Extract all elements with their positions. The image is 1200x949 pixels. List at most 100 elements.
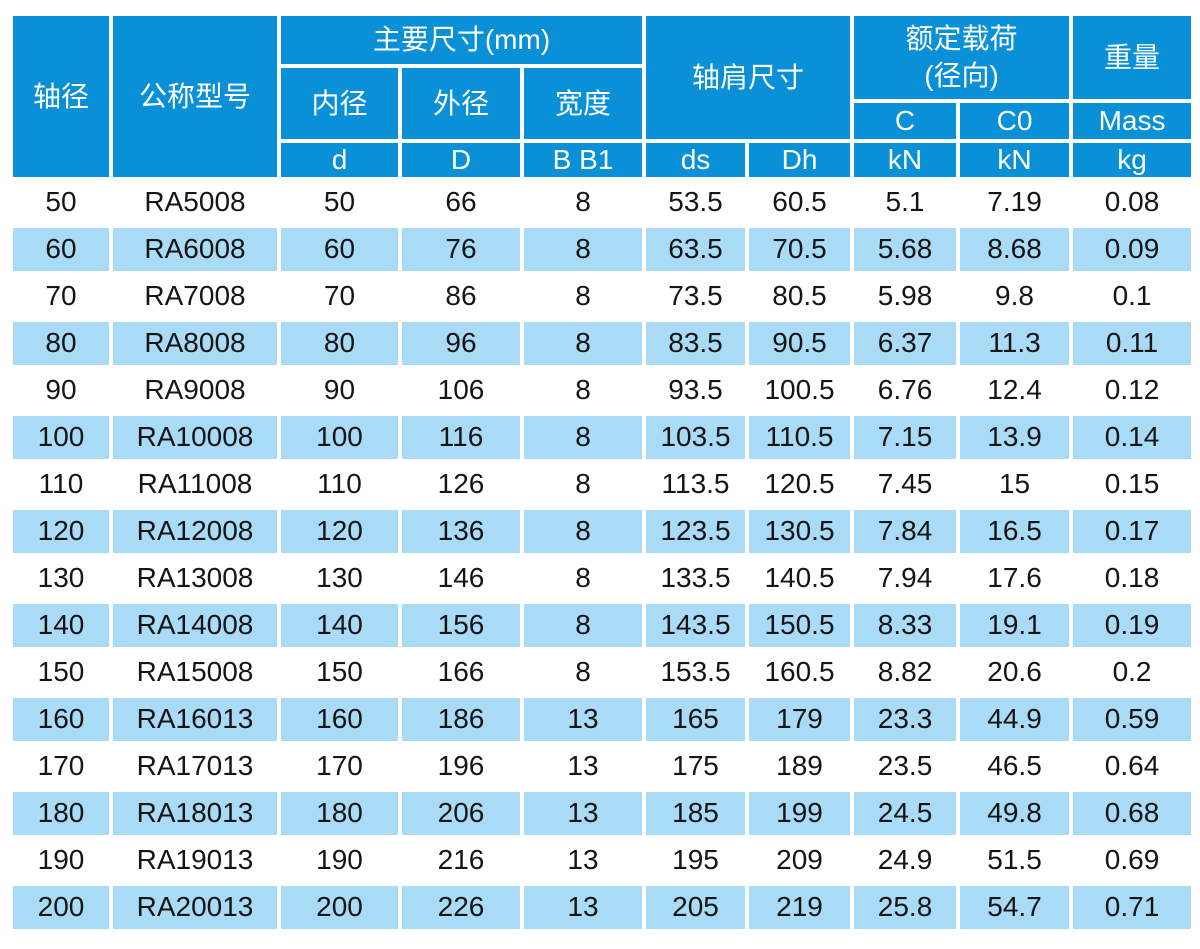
- cell-Dh: 150.5: [744, 599, 855, 651]
- header-kg: kg: [1069, 139, 1196, 181]
- cell-shaft-diameter: 180: [9, 787, 113, 839]
- table-row: 60 RA6008 60 76 8 63.5 70.5 5.68 8.68 0.09: [9, 223, 1196, 275]
- cell-d: 200: [277, 881, 402, 933]
- cell-d: 150: [277, 646, 402, 698]
- cell-D: 126: [398, 458, 524, 510]
- cell-model: RA19013: [109, 834, 281, 886]
- table-row: 120 RA12008 120 136 8 123.5 130.5 7.84 16.5 0.17: [9, 505, 1196, 557]
- cell-C-kN: 7.15: [850, 411, 961, 463]
- cell-B-B1: 8: [520, 552, 646, 604]
- cell-B-B1: 8: [520, 364, 646, 416]
- cell-model: RA10008: [109, 411, 281, 463]
- cell-model: RA17013: [109, 740, 281, 792]
- cell-B-B1: 8: [520, 646, 646, 698]
- cell-C-kN: 7.45: [850, 458, 961, 510]
- cell-shaft-diameter: 100: [9, 411, 113, 463]
- cell-d: 50: [277, 176, 402, 228]
- cell-shaft-diameter: 110: [9, 458, 113, 510]
- cell-C-kN: 8.82: [850, 646, 961, 698]
- cell-d: 60: [277, 223, 402, 275]
- cell-C0-kN: 17.6: [956, 552, 1074, 604]
- header-row-units: d D B B1 ds Dh kN kN kg: [11, 139, 1196, 181]
- cell-C-kN: 5.1: [850, 176, 961, 228]
- cell-ds: 103.5: [642, 411, 749, 463]
- cell-model: RA14008: [109, 599, 281, 651]
- cell-B-B1: 8: [520, 458, 646, 510]
- header-mass: Mass: [1069, 99, 1196, 143]
- cell-B-B1: 13: [520, 693, 646, 745]
- cell-C0-kN: 49.8: [956, 787, 1074, 839]
- cell-Dh: 199: [744, 787, 855, 839]
- cell-C0-kN: 46.5: [956, 740, 1074, 792]
- header-rated-load-line2: (径向): [924, 59, 999, 91]
- cell-B-B1: 13: [520, 834, 646, 886]
- cell-C0-kN: 9.8: [956, 270, 1074, 322]
- cell-shaft-diameter: 190: [9, 834, 113, 886]
- cell-ds: 143.5: [642, 599, 749, 651]
- cell-B-B1: 8: [520, 223, 646, 275]
- cell-C-kN: 7.84: [850, 505, 961, 557]
- cell-D: 216: [398, 834, 524, 886]
- cell-model: RA16013: [109, 693, 281, 745]
- cell-ds: 185: [642, 787, 749, 839]
- cell-C-kN: 24.9: [850, 834, 961, 886]
- cell-mass-kg: 0.64: [1069, 740, 1196, 792]
- cell-C0-kN: 51.5: [956, 834, 1074, 886]
- table-row: 170 RA17013 170 196 13 175 189 23.5 46.5 0.64: [9, 740, 1196, 792]
- cell-mass-kg: 0.11: [1069, 317, 1196, 369]
- table-row: 190 RA19013 190 216 13 195 209 24.9 51.5 0.69: [9, 834, 1196, 886]
- cell-ds: 113.5: [642, 458, 749, 510]
- cell-shaft-diameter: 90: [9, 364, 113, 416]
- cell-Dh: 100.5: [744, 364, 855, 416]
- cell-B-B1: 8: [520, 599, 646, 651]
- cell-D: 196: [398, 740, 524, 792]
- cell-D: 186: [398, 693, 524, 745]
- cell-B-B1: 8: [520, 270, 646, 322]
- cell-model: RA12008: [109, 505, 281, 557]
- header-row-groups: 轴径 公称型号 主要尺寸(mm) 轴肩尺寸 额定载荷 (径向) 重量: [9, 12, 1196, 181]
- cell-shaft-diameter: 80: [9, 317, 113, 369]
- cell-C0-kN: 20.6: [956, 646, 1074, 698]
- cell-mass-kg: 0.17: [1069, 505, 1196, 557]
- cell-mass-kg: 0.69: [1069, 834, 1196, 886]
- header-b-b1: B B1: [520, 139, 646, 181]
- cell-ds: 205: [642, 881, 749, 933]
- header-row-subgroups: 内径 外径 宽度: [11, 64, 1193, 143]
- cell-mass-kg: 0.71: [1069, 881, 1196, 933]
- table-row: 70 RA7008 70 86 8 73.5 80.5 5.98 9.8 0.1: [9, 270, 1196, 322]
- table-header: 轴径 公称型号 主要尺寸(mm) 轴肩尺寸 额定载荷 (径向) 重量 内径 外径…: [9, 12, 1196, 181]
- cell-C-kN: 24.5: [850, 787, 961, 839]
- cell-Dh: 189: [744, 740, 855, 792]
- header-weight: 重量: [1069, 12, 1196, 103]
- header-rated-load-line1: 额定载荷: [905, 23, 1018, 55]
- cell-D: 156: [398, 599, 524, 651]
- cell-B-B1: 13: [520, 787, 646, 839]
- header-c: C: [850, 99, 961, 143]
- cell-mass-kg: 0.19: [1069, 599, 1196, 651]
- table-row: 180 RA18013 180 206 13 185 199 24.5 49.8 0.68: [9, 787, 1196, 839]
- cell-C-kN: 5.98: [850, 270, 961, 322]
- table-row: 150 RA15008 150 166 8 153.5 160.5 8.82 20.6 0.2: [9, 646, 1196, 698]
- table-row: 130 RA13008 130 146 8 133.5 140.5 7.94 17.6 0.18: [9, 552, 1196, 604]
- cell-ds: 73.5: [642, 270, 749, 322]
- cell-model: RA8008: [109, 317, 281, 369]
- cell-D: 226: [398, 881, 524, 933]
- cell-Dh: 90.5: [744, 317, 855, 369]
- cell-d: 110: [277, 458, 402, 510]
- cell-mass-kg: 0.09: [1069, 223, 1196, 275]
- cell-Dh: 160.5: [744, 646, 855, 698]
- cell-mass-kg: 0.68: [1069, 787, 1196, 839]
- cell-C-kN: 5.68: [850, 223, 961, 275]
- table-row: 90 RA9008 90 106 8 93.5 100.5 6.76 12.4 0.12: [9, 364, 1196, 416]
- cell-shaft-diameter: 160: [9, 693, 113, 745]
- table-row: 110 RA11008 110 126 8 113.5 120.5 7.45 15 0.15: [9, 458, 1196, 510]
- cell-C0-kN: 15: [956, 458, 1074, 510]
- cell-B-B1: 8: [520, 317, 646, 369]
- cell-D: 76: [398, 223, 524, 275]
- cell-B-B1: 8: [520, 505, 646, 557]
- cell-Dh: 60.5: [744, 176, 855, 228]
- cell-shaft-diameter: 200: [9, 881, 113, 933]
- cell-shaft-diameter: 50: [9, 176, 113, 228]
- bearing-spec-table: 轴径 公称型号 主要尺寸(mm) 轴肩尺寸 额定载荷 (径向) 重量 内径 外径…: [9, 12, 1196, 933]
- cell-d: 170: [277, 740, 402, 792]
